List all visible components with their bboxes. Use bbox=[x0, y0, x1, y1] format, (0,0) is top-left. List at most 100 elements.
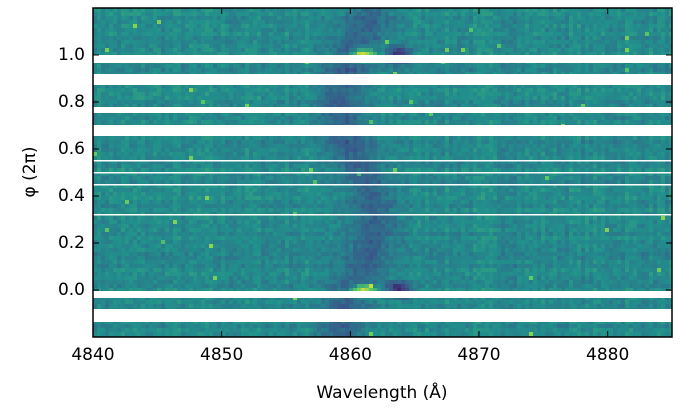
spectrum-cell bbox=[125, 112, 130, 117]
spectrum-cell bbox=[637, 20, 642, 25]
spectrum-cell bbox=[417, 24, 422, 29]
spectrum-cell bbox=[457, 100, 462, 105]
spectrum-cell bbox=[121, 92, 126, 97]
spectrum-cell bbox=[125, 24, 130, 29]
spectrum-cell bbox=[477, 136, 482, 141]
spectrum-cell bbox=[237, 92, 242, 97]
spectrum-cell bbox=[617, 8, 622, 13]
spectrum-cell bbox=[133, 44, 138, 49]
spectrum-cell bbox=[133, 144, 138, 149]
spectrum-cell bbox=[413, 84, 418, 89]
spectrum-cell bbox=[249, 104, 254, 109]
spectrum-cell bbox=[261, 84, 266, 89]
spectrum-cell bbox=[173, 100, 178, 105]
spectrum-cell bbox=[425, 112, 430, 117]
spectrum-cell bbox=[449, 36, 454, 41]
spectrum-cell bbox=[585, 100, 590, 105]
spectrum-cell bbox=[625, 20, 630, 25]
spectrum-cell bbox=[313, 32, 318, 37]
spectrum-cell bbox=[637, 28, 642, 33]
spectrum-cell bbox=[445, 116, 450, 121]
spectrum-cell bbox=[341, 144, 346, 149]
spectrum-cell bbox=[469, 92, 474, 97]
spectrum-cell bbox=[625, 8, 630, 13]
spectrum-cell bbox=[397, 52, 402, 57]
spectrum-cell bbox=[177, 84, 182, 89]
spectrum-cell bbox=[525, 24, 530, 29]
spectrum-cell bbox=[333, 92, 338, 97]
spectrum-cell bbox=[629, 32, 634, 37]
spectrum-cell bbox=[353, 44, 358, 49]
spectrum-cell bbox=[565, 32, 570, 37]
spectrum-cell bbox=[181, 84, 186, 89]
spectrum-cell bbox=[229, 64, 234, 69]
spectrum-cell bbox=[645, 92, 650, 97]
spectrum-cell bbox=[609, 116, 614, 121]
spectrum-cell bbox=[481, 104, 486, 109]
spectrum-cell bbox=[469, 136, 474, 141]
spectrum-cell bbox=[509, 36, 514, 41]
spectrum-cell bbox=[473, 112, 478, 117]
spectrum-cell bbox=[381, 140, 386, 145]
spectrum-cell bbox=[317, 116, 322, 121]
spectrum-cell bbox=[105, 48, 110, 53]
spectrum-cell bbox=[489, 92, 494, 97]
spectrum-cell bbox=[445, 52, 450, 57]
spectrum-cell bbox=[489, 84, 494, 89]
spectrum-cell bbox=[617, 68, 622, 73]
spectrum-cell bbox=[489, 112, 494, 117]
spectrum-cell bbox=[589, 32, 594, 37]
spectrum-cell bbox=[529, 84, 534, 89]
spectrum-cell bbox=[401, 32, 406, 37]
spectrum-cell bbox=[365, 16, 370, 21]
spectrum-cell bbox=[177, 20, 182, 25]
spectrum-cell bbox=[521, 116, 526, 121]
spectrum-cell bbox=[281, 84, 286, 89]
spectrum-cell bbox=[433, 84, 438, 89]
spectrum-cell bbox=[617, 44, 622, 49]
spectrum-cell bbox=[149, 136, 154, 141]
spectrum-cell bbox=[449, 104, 454, 109]
spectrum-cell bbox=[561, 16, 566, 21]
spectrum-cell bbox=[501, 20, 506, 25]
spectrum-cell bbox=[177, 12, 182, 17]
spectrum-cell bbox=[193, 52, 198, 57]
spectrum-cell bbox=[561, 8, 566, 13]
spectrum-cell bbox=[345, 16, 350, 21]
spectrum-cell bbox=[381, 96, 386, 101]
spectrum-cell bbox=[137, 48, 142, 53]
spectrum-cell bbox=[149, 96, 154, 101]
spectrum-cell bbox=[453, 24, 458, 29]
spectrum-cell bbox=[585, 48, 590, 53]
spectrum-cell bbox=[437, 36, 442, 41]
spectrum-cell bbox=[165, 96, 170, 101]
spectrum-cell bbox=[137, 52, 142, 57]
spectrum-cell bbox=[229, 44, 234, 49]
spectrum-cell bbox=[377, 12, 382, 17]
spectrum-cell bbox=[309, 96, 314, 101]
spectrum-cell bbox=[345, 24, 350, 29]
spectrum-cell bbox=[385, 92, 390, 97]
spectrum-cell bbox=[509, 88, 514, 93]
spectrum-cell bbox=[337, 20, 342, 25]
spectrum-cell bbox=[157, 44, 162, 49]
spectrum-cell bbox=[601, 32, 606, 37]
spectrum-cell bbox=[289, 84, 294, 89]
spectrum-cell bbox=[649, 20, 654, 25]
spectrum-cell bbox=[425, 96, 430, 101]
spectrum-cell bbox=[497, 136, 502, 141]
spectrum-cell bbox=[101, 144, 106, 149]
spectrum-cell bbox=[561, 104, 566, 109]
spectrum-cell bbox=[233, 140, 238, 145]
spectrum-cell bbox=[257, 40, 262, 45]
spectrum-cell bbox=[173, 120, 178, 125]
spectrum-cell bbox=[585, 120, 590, 125]
spectrum-cell bbox=[221, 96, 226, 101]
spectrum-cell bbox=[377, 84, 382, 89]
spectrum-cell bbox=[113, 120, 118, 125]
spectrum-cell bbox=[589, 24, 594, 29]
spectrum-cell bbox=[473, 8, 478, 13]
spectrum-cell bbox=[169, 44, 174, 49]
spectrum-cell bbox=[661, 64, 666, 69]
spectrum-cell bbox=[609, 104, 614, 109]
